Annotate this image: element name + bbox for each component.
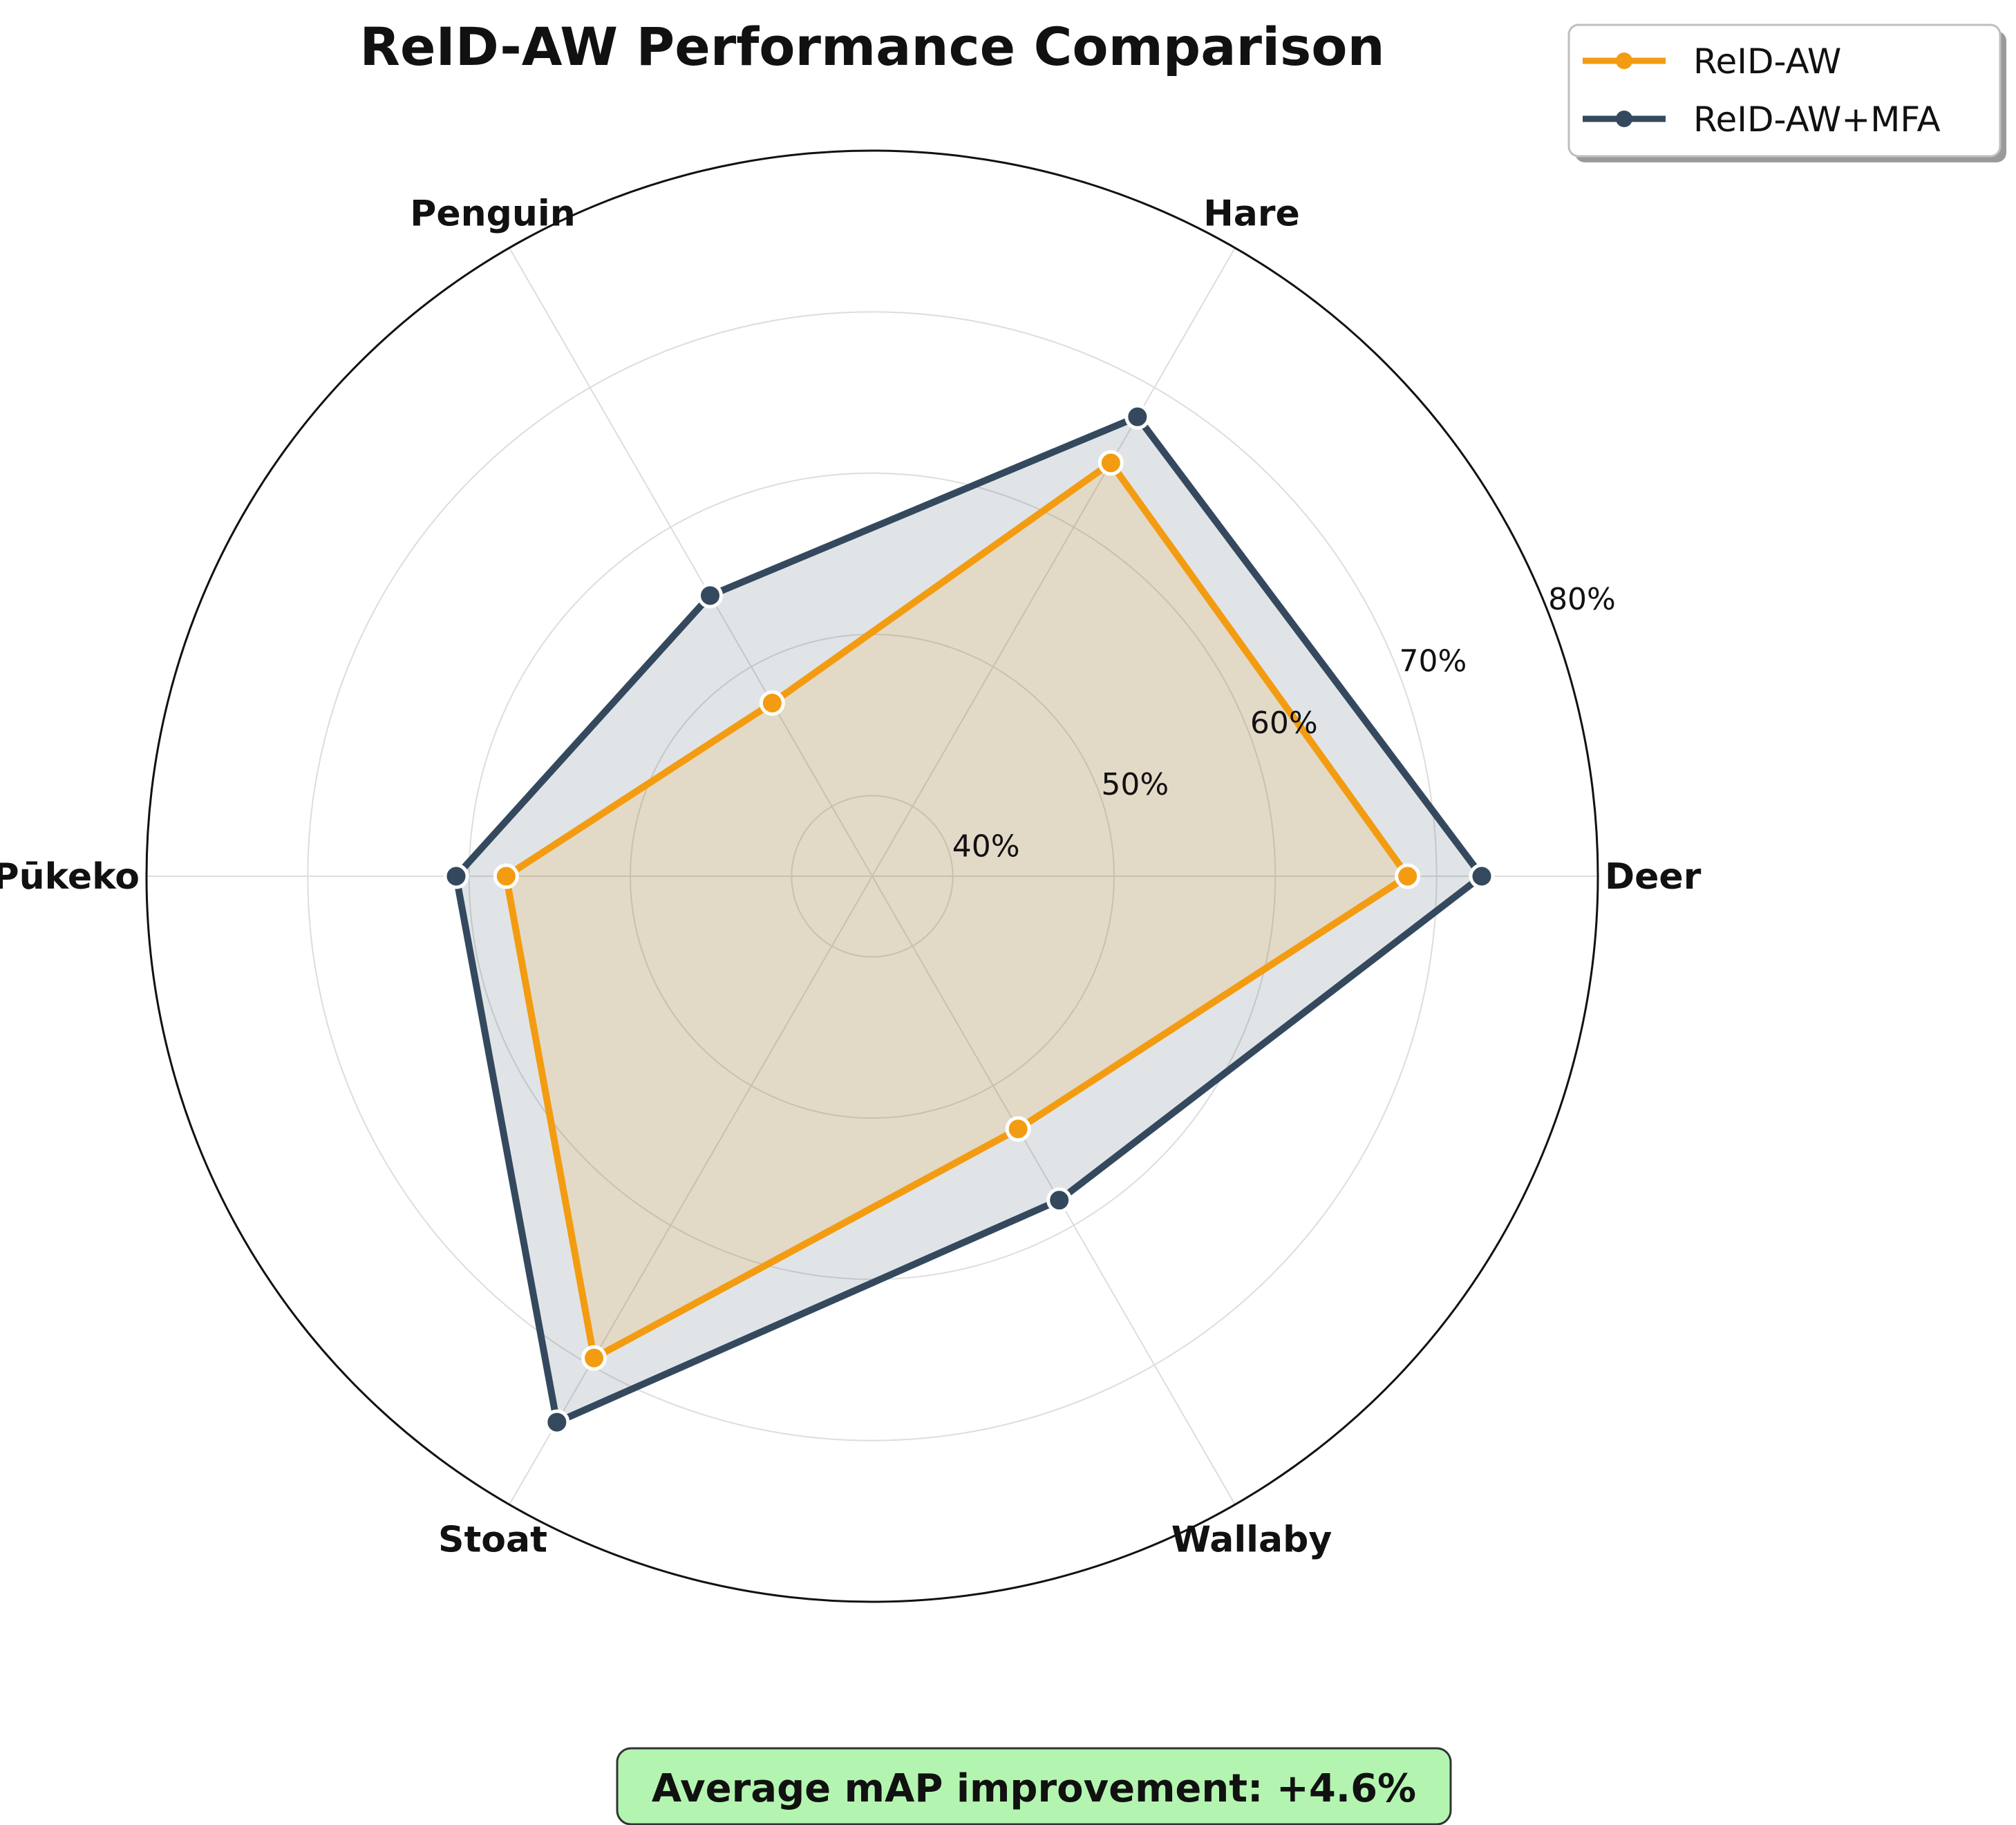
- point-reid-aw-mfa-penguin: [697, 583, 723, 609]
- legend-marker-reid-aw-mfa: [1616, 111, 1632, 127]
- category-label-deer: Deer: [1605, 856, 1702, 898]
- series-area-reid-aw: [506, 462, 1408, 1359]
- r-tick-label-80: 80%: [1548, 582, 1616, 617]
- spoke-stoat: [509, 876, 873, 1505]
- legend-box: [1567, 23, 2001, 158]
- spoke-penguin: [509, 247, 873, 877]
- outer-frame: [145, 149, 1599, 1603]
- legend-label-reid-aw-mfa: ReID-AW+MFA: [1693, 100, 1941, 140]
- point-reid-aw-mfa-stoat: [544, 1409, 570, 1435]
- point-reid-aw-deer: [1395, 863, 1421, 889]
- annotation-text: Average mAP improvement: +4.6%: [652, 1766, 1416, 1811]
- legend-label-reid-aw: ReID-AW: [1693, 41, 1841, 82]
- point-reid-aw-pukeko: [493, 863, 519, 889]
- radar-series: [443, 404, 1495, 1435]
- r-tick-label-60: 60%: [1250, 706, 1318, 741]
- chart-title: ReID-AW Performance Comparison: [359, 16, 1384, 77]
- spoke-hare: [872, 247, 1236, 877]
- point-reid-aw-mfa-wallaby: [1046, 1187, 1073, 1213]
- legend: ReID-AW ReID-AW+MFA: [1567, 23, 2006, 162]
- legend-marker-reid-aw: [1616, 53, 1632, 69]
- point-reid-aw-penguin: [759, 690, 785, 716]
- improvement-annotation: Average mAP improvement: +4.6%: [616, 1747, 1452, 1825]
- point-reid-aw-hare: [1098, 450, 1124, 476]
- grid-circle-70: [307, 311, 1438, 1441]
- point-reid-aw-wallaby: [1005, 1116, 1031, 1142]
- category-label-pukeko: Pūkeko: [0, 856, 140, 898]
- point-reid-aw-mfa-pukeko: [443, 863, 469, 889]
- point-reid-aw-mfa-deer: [1469, 863, 1495, 889]
- r-tick-label-40: 40%: [952, 829, 1020, 864]
- r-tick-label-50: 50%: [1101, 767, 1169, 802]
- category-label-hare: Hare: [1203, 193, 1300, 234]
- category-label-stoat: Stoat: [438, 1520, 547, 1561]
- series-area-reid-aw-mfa: [456, 417, 1482, 1423]
- grid-circle-40: [791, 795, 954, 958]
- radar-labels: 40% 50% 60% 70% 80% Deer Hare Penguin Pūkeko Stoa…: [0, 193, 1702, 1560]
- annotation-box: [616, 1747, 1452, 1825]
- category-label-wallaby: Wallaby: [1171, 1520, 1332, 1561]
- r-tick-label-70: 70%: [1400, 643, 1467, 679]
- point-reid-aw-mfa-hare: [1124, 404, 1151, 430]
- point-reid-aw-stoat: [581, 1345, 607, 1371]
- category-label-penguin: Penguin: [410, 193, 575, 234]
